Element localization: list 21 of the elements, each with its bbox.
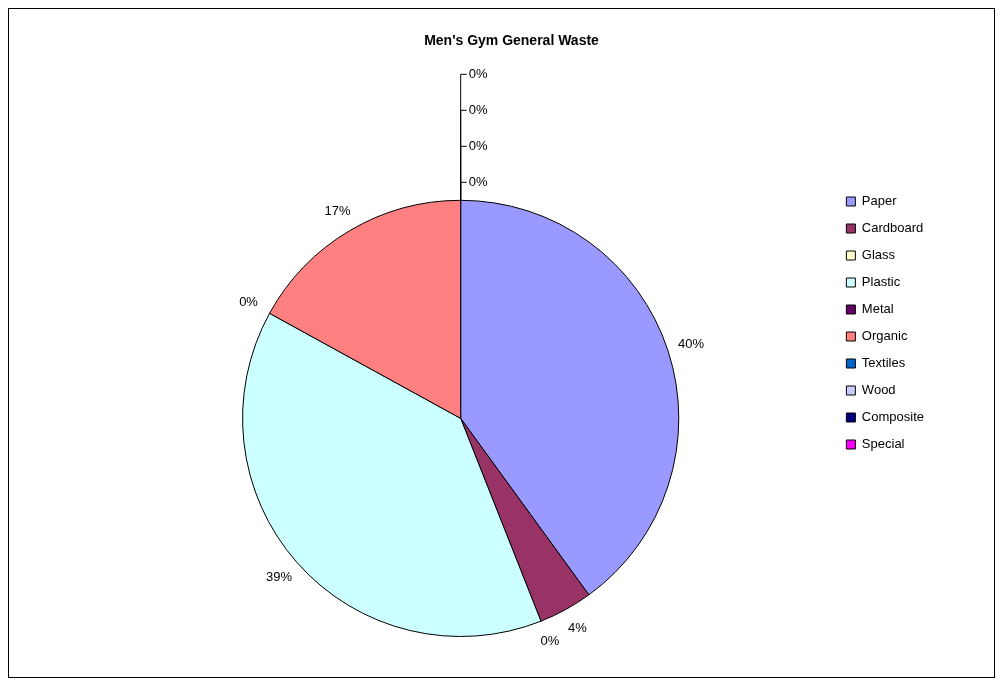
data-label: 40% bbox=[677, 335, 705, 351]
text: 0% bbox=[468, 173, 488, 189]
text: 0% bbox=[468, 101, 488, 117]
text: 0% bbox=[540, 633, 560, 649]
legend-label: Glass bbox=[861, 247, 896, 263]
text: 0% bbox=[468, 65, 488, 81]
legend-label: Textiles bbox=[861, 355, 906, 371]
legend-label: Special bbox=[861, 436, 905, 452]
legend-label: Metal bbox=[861, 301, 894, 317]
legend-label: Organic bbox=[861, 328, 908, 344]
legend-label: Wood bbox=[861, 382, 896, 398]
legend-label: Cardboard bbox=[861, 220, 924, 236]
chart-title: Men's Gym General Waste bbox=[424, 32, 600, 49]
text: 0% bbox=[468, 137, 488, 153]
legend-label: Paper bbox=[861, 193, 898, 209]
legend-label: Composite bbox=[861, 409, 924, 425]
data-label: 4% bbox=[567, 620, 588, 636]
legend-label: Plastic bbox=[861, 274, 901, 290]
text: 0% bbox=[239, 294, 258, 310]
data-label: 39% bbox=[266, 568, 293, 584]
data-label: 17% bbox=[324, 203, 351, 219]
